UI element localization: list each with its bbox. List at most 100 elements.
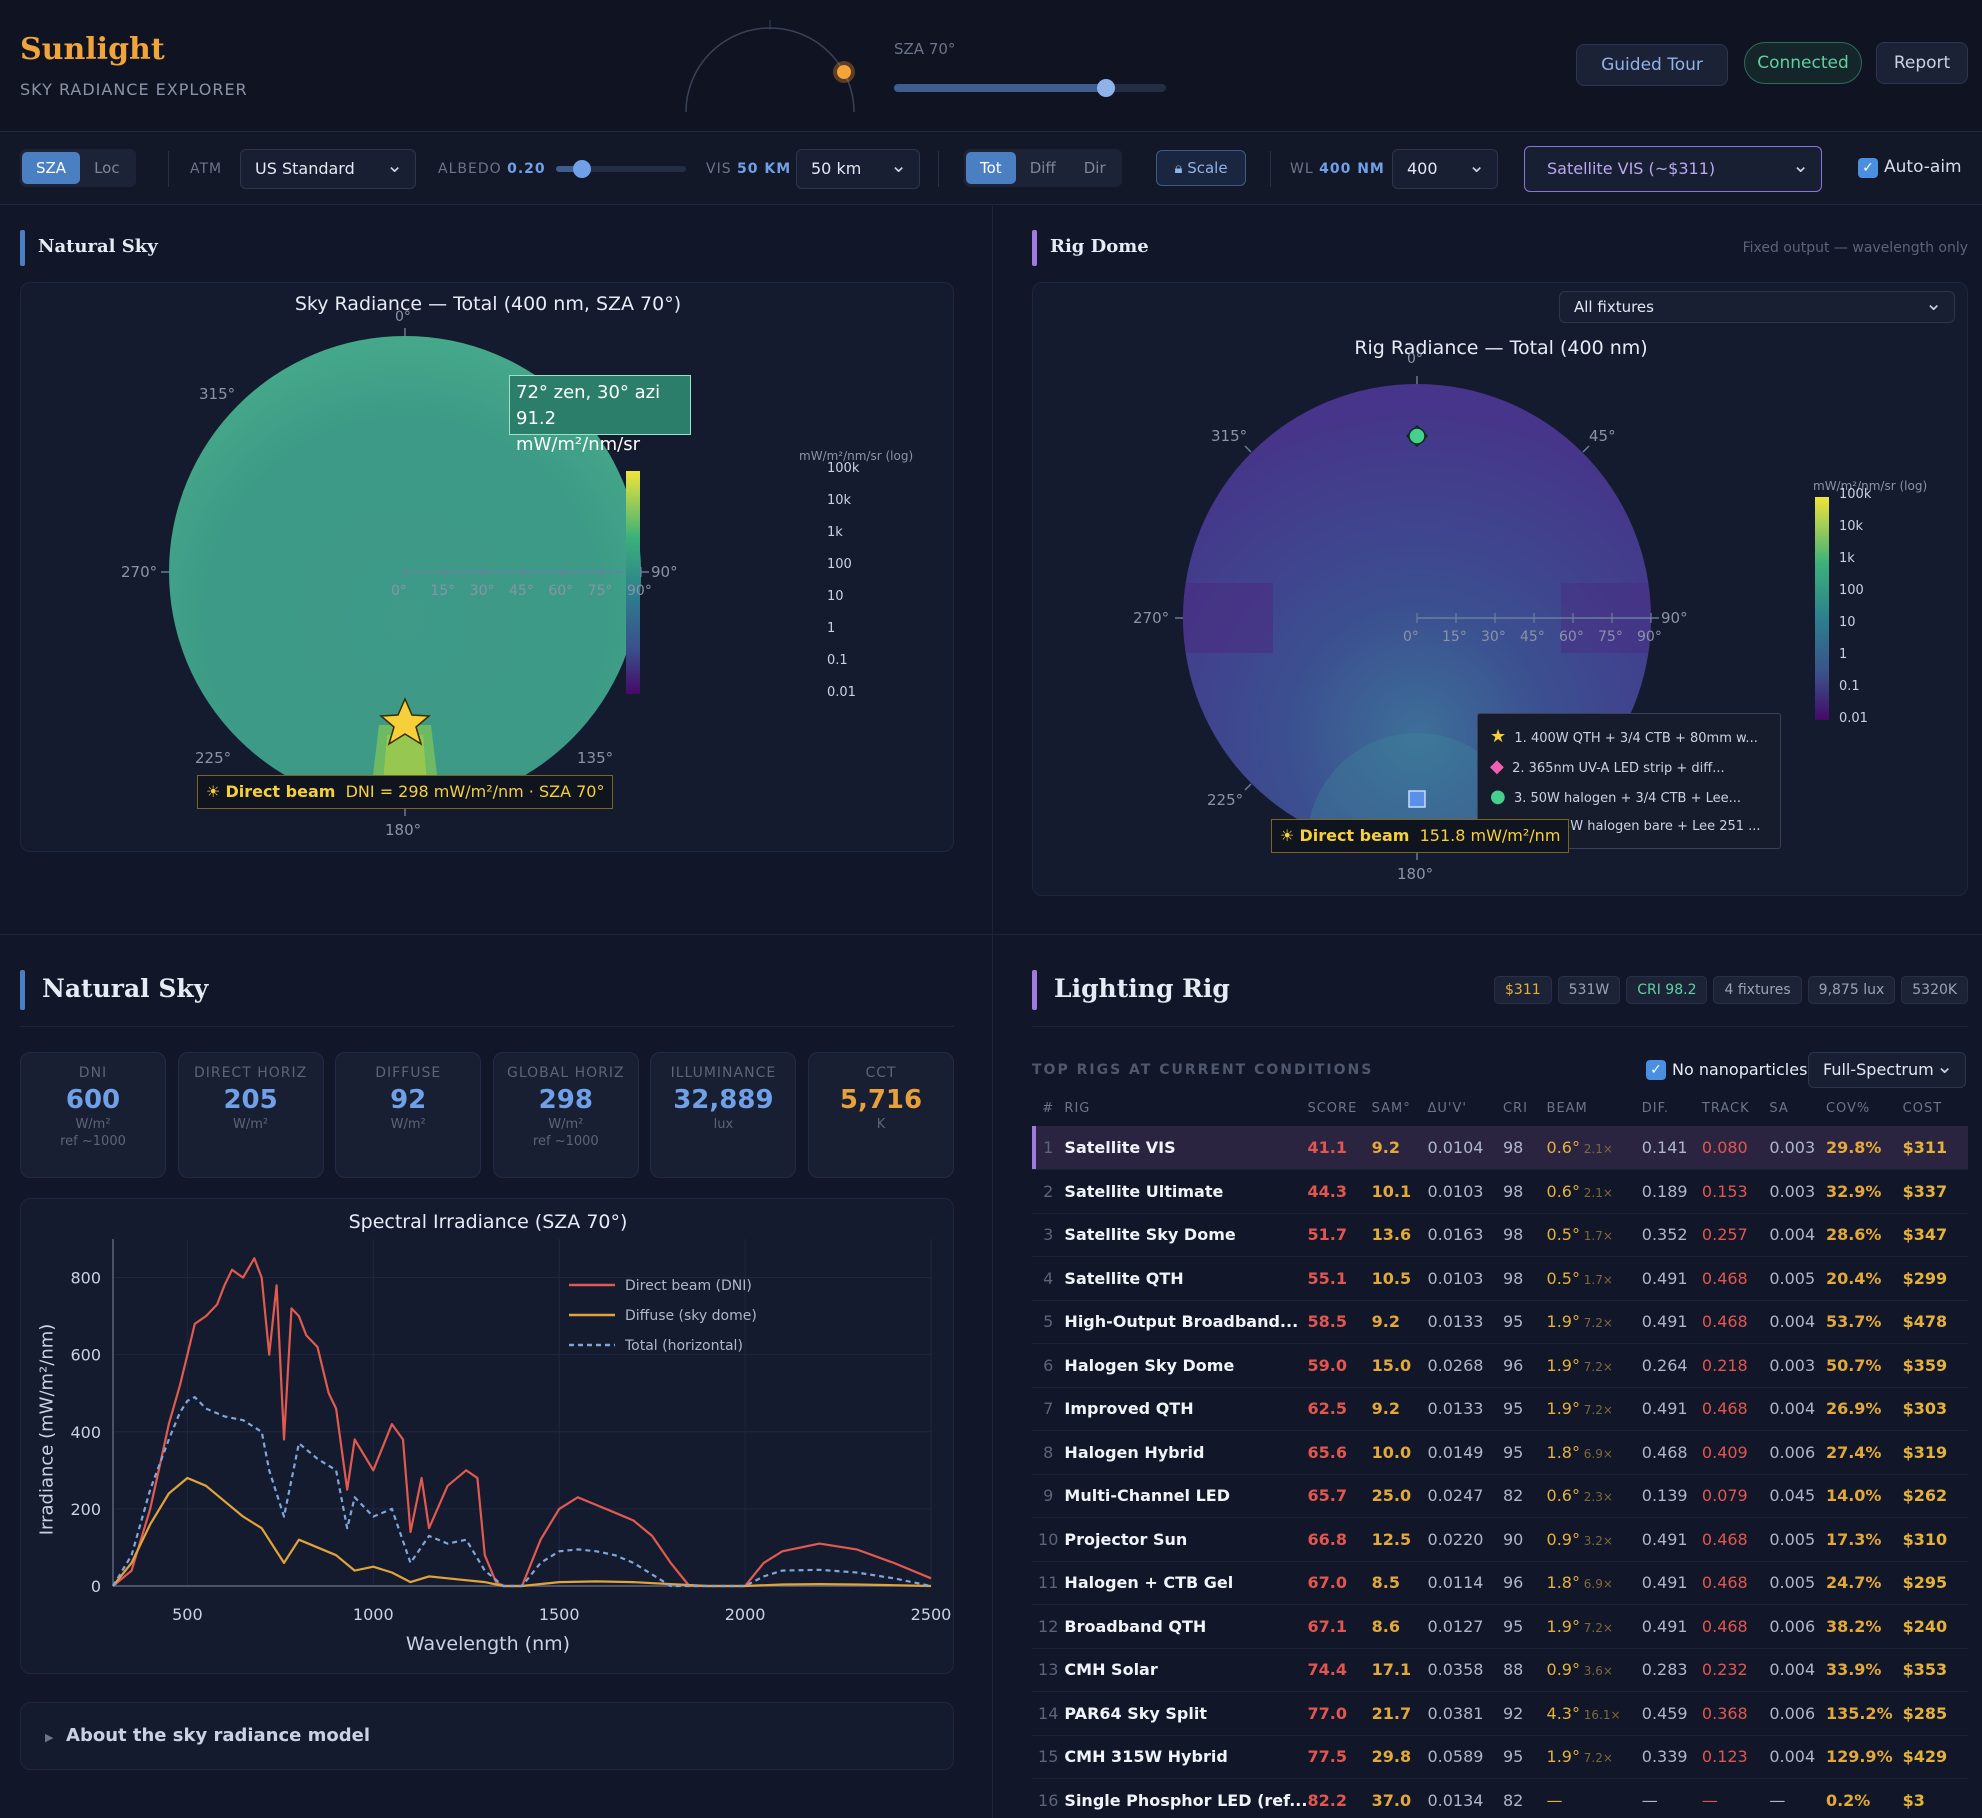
beam-angle: 4.3° bbox=[1546, 1703, 1580, 1723]
app-subtitle: SKY RADIANCE EXPLORER bbox=[20, 80, 248, 99]
legend-item: ◆ 2. 365nm UV-A LED strip + diff... bbox=[1490, 752, 1768, 782]
table-row[interactable]: 4 Satellite QTH 55.1 10.5 0.0103 98 0.5° 1.7× 0… bbox=[1032, 1256, 1968, 1301]
table-row[interactable]: 2 Satellite Ultimate 44.3 10.1 0.0103 98 0.6° … bbox=[1032, 1169, 1968, 1214]
mode-sza-button[interactable]: SZA bbox=[22, 152, 81, 184]
beam-cell: 0.6° 2.1× bbox=[1546, 1169, 1642, 1214]
track-cell: 0.153 bbox=[1701, 1169, 1770, 1214]
track-cell: 0.468 bbox=[1701, 1300, 1770, 1344]
az-label: 270° bbox=[121, 563, 158, 581]
beam-label-title: Direct beam bbox=[1299, 826, 1410, 845]
vis-select[interactable]: 50 km bbox=[796, 146, 920, 189]
sza-label: SZA 70° bbox=[894, 40, 956, 58]
kpi-card: DIFFUSE 92 W/m² bbox=[335, 1052, 482, 1178]
sam-cell: 9.2 bbox=[1371, 1126, 1428, 1170]
atm-select[interactable]: US Standard bbox=[240, 146, 416, 189]
spectrum-select[interactable]: Full-Spectrum bbox=[1808, 1049, 1966, 1088]
sza-slider[interactable] bbox=[894, 79, 1166, 97]
table-row[interactable]: 14 PAR64 Sky Split 77.0 21.7 0.0381 92 4.3° 16… bbox=[1032, 1691, 1968, 1736]
table-row[interactable]: 15 CMH 315W Hybrid 77.5 29.8 0.0589 95 1.9° 7.… bbox=[1032, 1735, 1968, 1779]
column-header[interactable]: # bbox=[1042, 1100, 1055, 1116]
beam-angle: 0.6° bbox=[1546, 1486, 1580, 1506]
dif-cell: 0.491 bbox=[1641, 1561, 1702, 1605]
kpi-card: DNI 600 W/m² ref ~1000 bbox=[20, 1052, 166, 1178]
table-row[interactable]: 10 Projector Sun 66.8 12.5 0.0220 90 0.9° 3.2×… bbox=[1032, 1517, 1968, 1562]
colorbar-tick-label: 100 bbox=[827, 557, 852, 572]
about-model-toggle[interactable]: ▶ About the sky radiance model bbox=[45, 1725, 370, 1746]
rig-radiance-card: All fixtures Rig Radiance — Total (400 n… bbox=[1032, 282, 1968, 896]
y-tick-label: 0 bbox=[91, 1577, 101, 1596]
column-header[interactable]: CRI bbox=[1502, 1100, 1528, 1116]
sam-cell: 29.8 bbox=[1371, 1735, 1428, 1779]
table-row[interactable]: 11 Halogen + CTB Gel 67.0 8.5 0.0114 96 1.8° 6… bbox=[1032, 1561, 1968, 1605]
zenith-axis: 0° 15° 30° 45° 60° 75° 90° bbox=[391, 583, 655, 603]
no-nanoparticles-label: No nanoparticles bbox=[1672, 1060, 1808, 1079]
kpi-card: DIRECT HORIZ 205 W/m² bbox=[177, 1052, 324, 1178]
table-row[interactable]: 7 Improved QTH 62.5 9.2 0.0133 95 1.9° 7.2× 0.4… bbox=[1032, 1387, 1968, 1431]
cost-cell: $310 bbox=[1902, 1517, 1968, 1562]
connected-badge[interactable]: Connected bbox=[1744, 42, 1862, 84]
track-cell: 0.123 bbox=[1701, 1735, 1770, 1779]
tot-button[interactable]: Tot bbox=[966, 152, 1016, 184]
sza-slider-thumb[interactable] bbox=[1097, 79, 1116, 97]
table-row[interactable]: 1 Satellite VIS 41.1 9.2 0.0104 98 0.6° 2.1× 0.… bbox=[1032, 1126, 1968, 1170]
about-model-card[interactable]: ▶ About the sky radiance model bbox=[20, 1702, 954, 1770]
zenith-tick-label: 0° bbox=[391, 583, 407, 599]
column-header[interactable]: COV% bbox=[1825, 1100, 1871, 1116]
column-header[interactable]: DIF. bbox=[1641, 1100, 1670, 1116]
cri-cell: 88 bbox=[1502, 1648, 1547, 1692]
column-header[interactable]: SAM° bbox=[1371, 1100, 1411, 1116]
beam-cell: 0.9° 3.2× bbox=[1546, 1517, 1642, 1562]
colorbar-tick-label: 10 bbox=[827, 589, 844, 604]
report-button[interactable]: Report bbox=[1876, 42, 1968, 84]
zenith-tick-label: 90° bbox=[1637, 629, 1662, 645]
table-row[interactable]: 13 CMH Solar 74.4 17.1 0.0358 88 0.9° 3.6× 0.28… bbox=[1032, 1648, 1968, 1692]
guided-tour-button[interactable]: Guided Tour bbox=[1576, 44, 1728, 86]
column-header[interactable]: TRACK bbox=[1701, 1100, 1750, 1116]
albedo-label: ALBEDO 0.20 bbox=[438, 161, 546, 177]
duv-cell: 0.0589 bbox=[1427, 1735, 1503, 1779]
scale-button[interactable]: 🔒︎ Scale bbox=[1156, 150, 1246, 186]
beam-multiplier: 6.9× bbox=[1579, 1446, 1613, 1461]
column-header[interactable]: COST bbox=[1902, 1100, 1943, 1116]
table-row[interactable]: 5 High-Output Broadband... 58.5 9.2 0.0133 95… bbox=[1032, 1300, 1968, 1344]
table-row[interactable]: 6 Halogen Sky Dome 59.0 15.0 0.0268 96 1.9° 7.… bbox=[1032, 1343, 1968, 1388]
sam-cell: 9.2 bbox=[1371, 1300, 1428, 1344]
dir-button[interactable]: Dir bbox=[1083, 159, 1106, 177]
cov-cell: 129.9% bbox=[1825, 1735, 1903, 1779]
albedo-slider[interactable] bbox=[556, 160, 686, 178]
cri-cell: 96 bbox=[1502, 1343, 1547, 1388]
column-header[interactable]: ΔU'V' bbox=[1427, 1100, 1467, 1116]
albedo-slider-thumb[interactable] bbox=[573, 160, 591, 178]
wl-select[interactable]: 400 bbox=[1392, 146, 1498, 189]
dif-cell: 0.468 bbox=[1641, 1430, 1702, 1475]
table-row[interactable]: 8 Halogen Hybrid 65.6 10.0 0.0149 95 1.8° 6.9×… bbox=[1032, 1430, 1968, 1475]
cri-cell: 82 bbox=[1502, 1474, 1547, 1518]
column-header[interactable]: SA bbox=[1769, 1100, 1789, 1116]
sa-cell: 0.004 bbox=[1769, 1735, 1826, 1779]
component-toggle[interactable]: Tot Diff Dir bbox=[964, 149, 1122, 187]
kpi-card: ILLUMINANCE 32,889 lux bbox=[650, 1052, 797, 1178]
fixture-select[interactable]: All fixtures bbox=[1559, 288, 1955, 323]
sam-cell: 10.5 bbox=[1371, 1256, 1428, 1301]
rig-preset-select[interactable]: Satellite VIS (~$311) bbox=[1524, 143, 1822, 192]
column-header[interactable]: BEAM bbox=[1546, 1100, 1588, 1116]
mode-toggle[interactable]: SZA Loc bbox=[20, 149, 136, 187]
beam-multiplier: 7.2× bbox=[1579, 1316, 1613, 1331]
score-cell: 59.0 bbox=[1307, 1343, 1372, 1388]
column-header[interactable]: SCORE bbox=[1307, 1100, 1358, 1116]
diff-button[interactable]: Diff bbox=[1029, 159, 1056, 177]
duv-cell: 0.0114 bbox=[1427, 1561, 1503, 1605]
table-row[interactable]: 9 Multi-Channel LED 65.7 25.0 0.0247 82 0.6° 2… bbox=[1032, 1474, 1968, 1518]
cri-cell: 95 bbox=[1502, 1604, 1547, 1649]
mode-loc-button[interactable]: Loc bbox=[94, 159, 120, 177]
column-header[interactable]: RIG bbox=[1064, 1100, 1091, 1116]
beam-multiplier: 1.7× bbox=[1579, 1229, 1613, 1244]
cost-cell: $337 bbox=[1902, 1169, 1968, 1214]
vis-value: 50 KM bbox=[737, 161, 792, 177]
auto-aim-checkbox[interactable]: ✓ bbox=[1858, 158, 1878, 178]
no-nanoparticles-checkbox[interactable]: ✓ bbox=[1646, 1060, 1666, 1080]
table-row[interactable]: 16 Single Phosphor LED (ref... 82.2 37.0 0.0… bbox=[1032, 1778, 1968, 1818]
table-row[interactable]: 3 Satellite Sky Dome 51.7 13.6 0.0163 98 0.5° … bbox=[1032, 1213, 1968, 1257]
track-cell: 0.080 bbox=[1701, 1126, 1770, 1170]
table-row[interactable]: 12 Broadband QTH 67.1 8.6 0.0127 95 1.9° 7.2× 0… bbox=[1032, 1604, 1968, 1649]
